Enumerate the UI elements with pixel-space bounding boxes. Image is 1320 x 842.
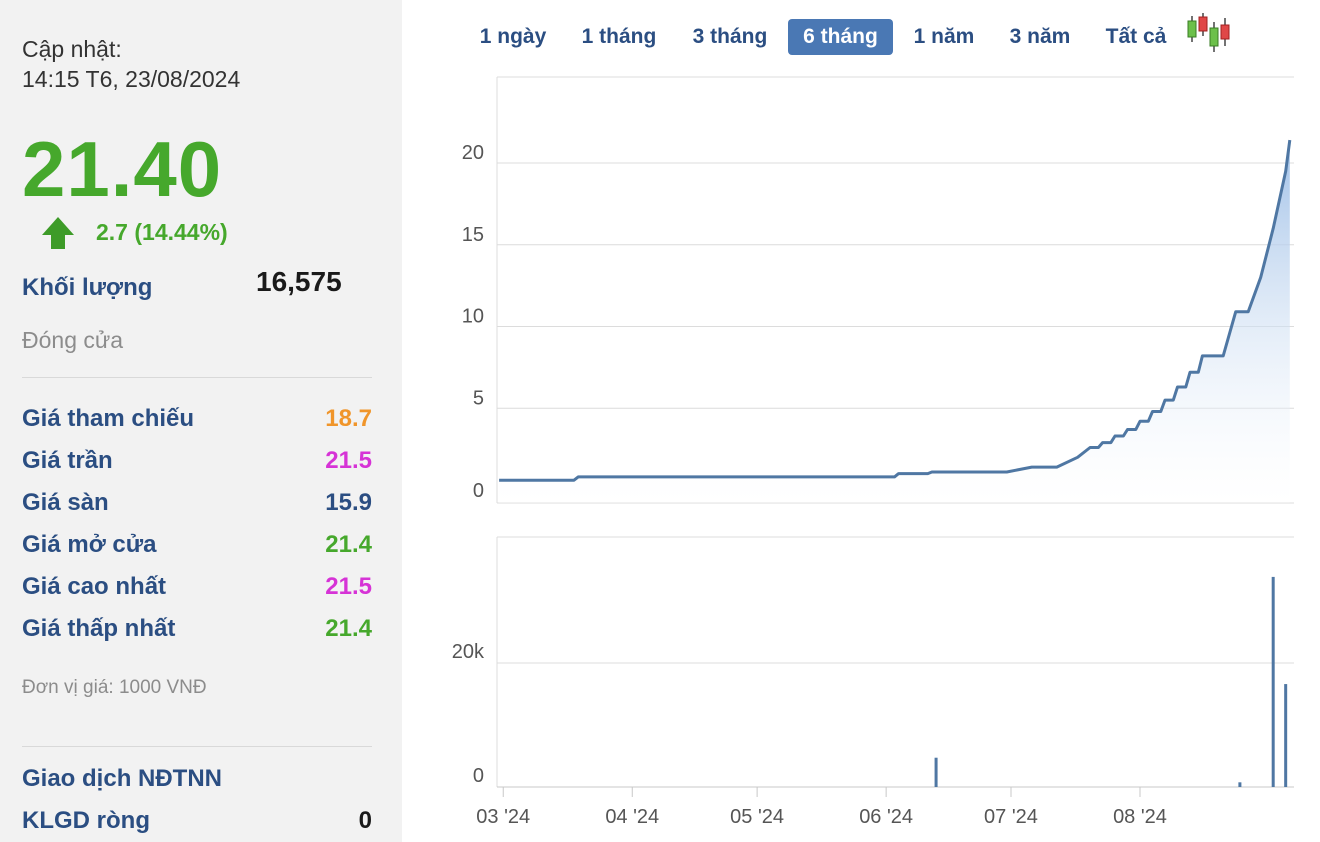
tab-1-year[interactable]: 1 năm (913, 25, 975, 48)
divider (22, 746, 372, 747)
y-tick-label: 15 (462, 224, 484, 246)
volume-label: Khối lượng (22, 274, 153, 301)
tab-3-years[interactable]: 3 năm (1009, 25, 1071, 48)
tab-6-months[interactable]: 6 tháng (788, 19, 893, 55)
stat-label-ceiling: Giá trần (22, 447, 113, 474)
net-volume-label: KLGD ròng (22, 807, 150, 834)
y-tick-label: 5 (473, 387, 484, 409)
stat-value-floor: 15.9 (325, 489, 372, 516)
volume-bar (1284, 684, 1288, 787)
volume-y-tick-label: 0 (473, 765, 484, 787)
price-area (499, 140, 1290, 503)
stat-label-high: Giá cao nhất (22, 573, 167, 600)
stat-value-low: 21.4 (325, 615, 372, 642)
green-up-arrow-icon (42, 217, 74, 249)
volume-bar (1238, 782, 1242, 787)
tab-all[interactable]: Tất cả (1105, 25, 1167, 48)
price-change: 2.7 (14.44%) (96, 219, 228, 245)
x-tick-label: 06 '24 (859, 806, 913, 828)
x-tick-label: 03 '24 (476, 806, 530, 828)
stat-label-low: Giá thấp nhất (22, 615, 176, 642)
volume-bar (934, 757, 938, 787)
unit-note: Đơn vị giá: 1000 VNĐ (22, 677, 207, 698)
tab-1-month[interactable]: 1 tháng (581, 25, 657, 48)
volume-y-tick-label: 20k (452, 641, 485, 663)
stat-value-reference: 18.7 (325, 405, 372, 432)
volume-bar (1271, 576, 1275, 787)
y-tick-label: 10 (462, 306, 484, 328)
stat-label-reference: Giá tham chiếu (22, 405, 195, 432)
stat-value-ceiling: 21.5 (325, 447, 372, 474)
current-price: 21.40 (22, 125, 223, 213)
x-tick-label: 07 '24 (984, 806, 1038, 828)
x-tick-label: 05 '24 (730, 806, 784, 828)
divider (22, 377, 372, 378)
x-tick-label: 04 '24 (605, 806, 659, 828)
net-volume-value: 0 (358, 807, 372, 834)
x-tick-label: 08 '24 (1113, 806, 1167, 828)
market-status: Đóng cửa (22, 327, 124, 353)
stat-value-high: 21.5 (325, 573, 372, 600)
volume-value: 16,575 (256, 266, 342, 297)
foreign-trading-title: Giao dịch NĐTNN (22, 765, 223, 792)
quote-panel: Cập nhật: 14:15 T6, 23/08/2024 21.40 2.7… (0, 0, 402, 842)
price-line (499, 139, 1292, 482)
y-tick-label: 20 (462, 142, 484, 164)
stat-label-floor: Giá sàn (22, 489, 109, 516)
stat-value-open: 21.4 (325, 531, 372, 558)
y-tick-label: 0 (473, 480, 484, 502)
update-label: Cập nhật: (22, 36, 122, 62)
tab-1-day[interactable]: 1 ngày (479, 25, 547, 48)
candlestick-icon[interactable] (1186, 12, 1230, 54)
tab-3-months[interactable]: 3 tháng (692, 25, 768, 48)
update-time: 14:15 T6, 23/08/2024 (22, 66, 241, 92)
stat-label-open: Giá mở cửa (22, 531, 157, 558)
